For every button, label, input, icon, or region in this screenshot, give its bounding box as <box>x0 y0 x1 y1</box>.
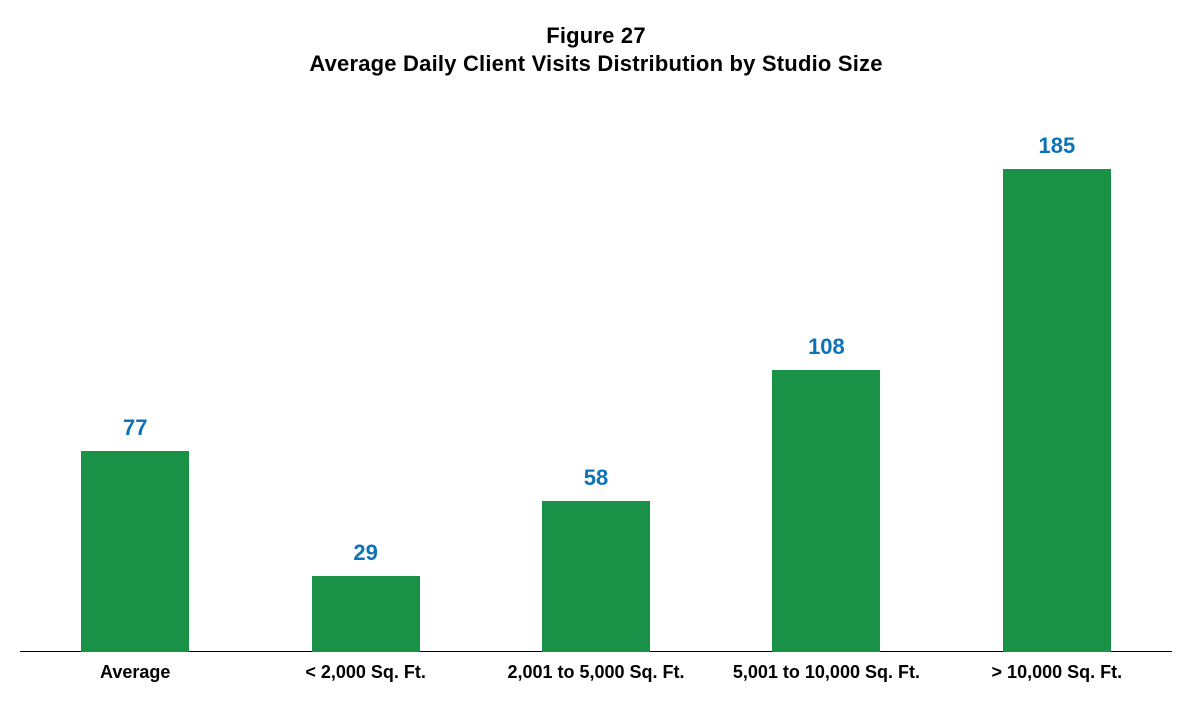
bar-slot-2: 58 <box>481 465 711 652</box>
category-label-3: 5,001 to 10,000 Sq. Ft. <box>711 662 941 702</box>
bar-slot-1: 29 <box>250 540 480 652</box>
bar-1 <box>312 576 420 652</box>
bar-chart: Figure 27 Average Daily Client Visits Di… <box>0 0 1192 722</box>
plot-area: 77 29 58 108 185 <box>20 130 1172 652</box>
bar-2 <box>542 501 650 652</box>
bar-4 <box>1003 169 1111 652</box>
bars-row: 77 29 58 108 185 <box>20 130 1172 652</box>
value-label-2: 58 <box>584 465 608 491</box>
bar-slot-0: 77 <box>20 415 250 652</box>
value-label-3: 108 <box>808 334 845 360</box>
chart-title-block: Figure 27 Average Daily Client Visits Di… <box>0 22 1192 77</box>
bar-3 <box>772 370 880 652</box>
value-label-4: 185 <box>1038 133 1075 159</box>
chart-title: Average Daily Client Visits Distribution… <box>0 50 1192 78</box>
category-label-4: > 10,000 Sq. Ft. <box>942 662 1172 702</box>
category-label-1: < 2,000 Sq. Ft. <box>250 662 480 702</box>
figure-label: Figure 27 <box>0 22 1192 50</box>
value-label-0: 77 <box>123 415 147 441</box>
bar-slot-3: 108 <box>711 334 941 652</box>
category-labels-row: Average < 2,000 Sq. Ft. 2,001 to 5,000 S… <box>20 662 1172 702</box>
value-label-1: 29 <box>353 540 377 566</box>
category-label-2: 2,001 to 5,000 Sq. Ft. <box>481 662 711 702</box>
bar-0 <box>81 451 189 652</box>
category-label-0: Average <box>20 662 250 702</box>
bar-slot-4: 185 <box>942 133 1172 652</box>
